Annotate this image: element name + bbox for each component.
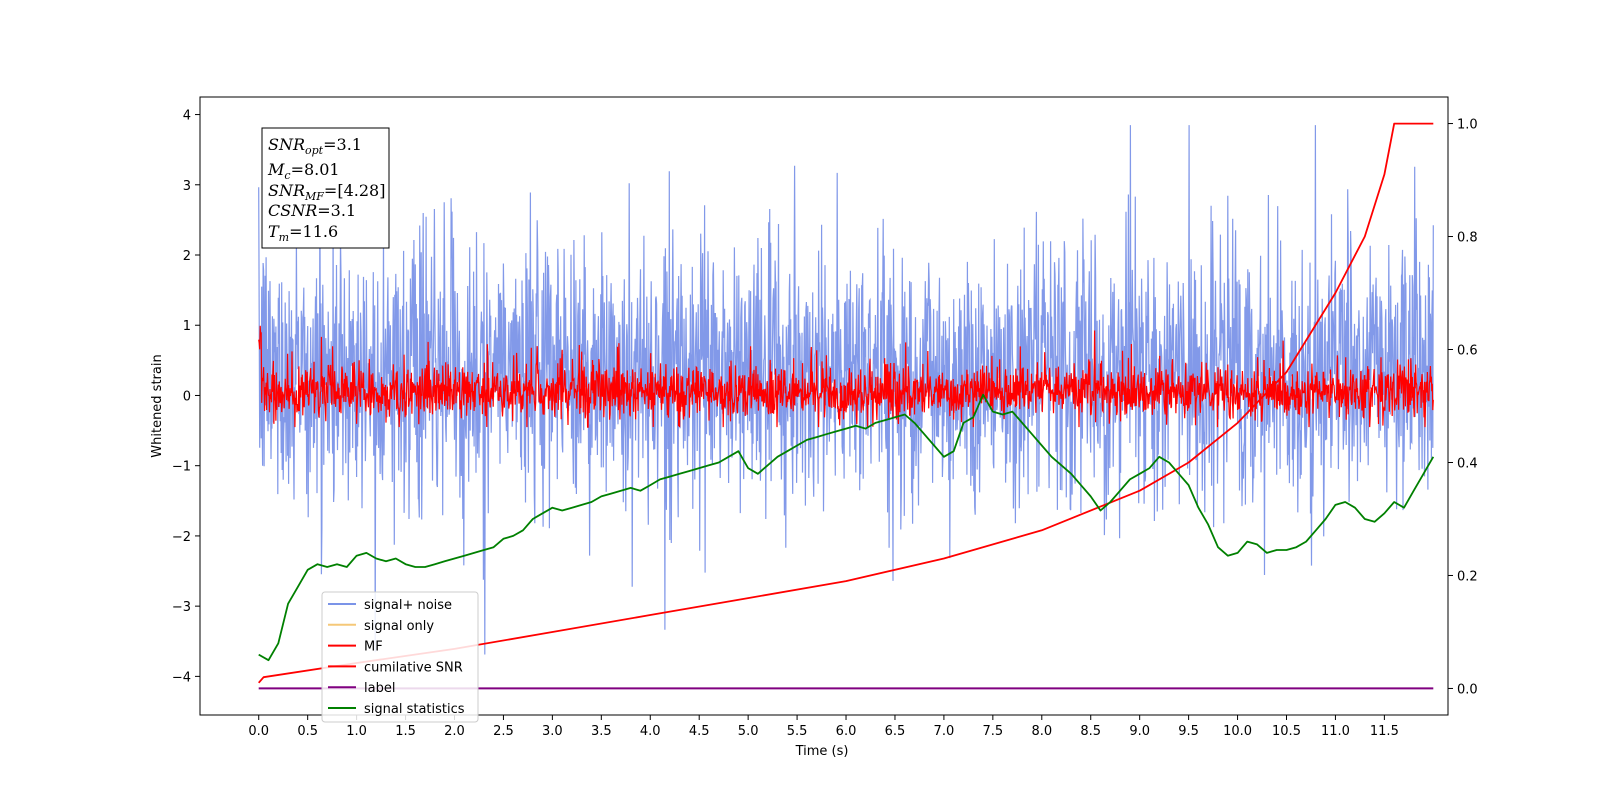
- x-tick-label: 2.0: [444, 724, 465, 739]
- x-tick-label: 1.5: [395, 724, 416, 739]
- x-tick-label: 8.0: [1031, 724, 1052, 739]
- y-left-tick-label: 0: [183, 389, 191, 404]
- info-tm: Tm=11.6: [268, 222, 338, 244]
- x-tick-label: 7.0: [934, 724, 955, 739]
- info-snr-mf: SNRMF=[4.28]: [268, 181, 385, 203]
- x-tick-label: 5.5: [787, 724, 808, 739]
- info-csnr: CSNR=3.1: [268, 201, 356, 220]
- y-axis-left: 4 3 2 1 0 −1 −2 −3 −4: [172, 109, 200, 685]
- legend-label: signal+ noise: [364, 598, 452, 613]
- y-right-tick-label: 0.6: [1457, 344, 1478, 359]
- x-tick-label: 9.0: [1129, 724, 1150, 739]
- x-tick-label: 6.0: [836, 724, 857, 739]
- x-tick-label: 11.5: [1370, 724, 1399, 739]
- legend-label: MF: [364, 640, 383, 655]
- y-right-tick-label: 0.2: [1457, 569, 1478, 584]
- x-tick-label: 8.5: [1080, 724, 1101, 739]
- y-axis-label: Whitened strain: [150, 354, 165, 457]
- x-tick-label: 9.5: [1178, 724, 1199, 739]
- x-axis-label: Time (s): [795, 744, 849, 759]
- x-tick-label: 0.5: [297, 724, 318, 739]
- series-mf: [258, 325, 1434, 428]
- legend-label: label: [364, 681, 395, 696]
- legend-label: cumilative SNR: [364, 660, 463, 675]
- info-mc: Mc=8.01: [267, 160, 340, 182]
- y-left-tick-label: −4: [172, 670, 191, 685]
- y-right-tick-label: 0.8: [1457, 231, 1478, 246]
- legend-label: signal statistics: [364, 702, 465, 717]
- x-tick-label: 10.5: [1272, 724, 1301, 739]
- legend-label: signal only: [364, 619, 434, 634]
- x-tick-label: 3.5: [591, 724, 612, 739]
- x-tick-label: 11.0: [1321, 724, 1350, 739]
- info-box-frame: [261, 127, 390, 249]
- x-axis: 0.0 0.5 1.0 1.5 2.0 2.5 3.0 3.5 4.0 4.5 5.0 5.5 6.0 6…: [248, 715, 1399, 739]
- y-axis-right: 1.0 0.8 0.6 0.4 0.2 0.0: [1448, 118, 1478, 697]
- legend: signal+ noise signal only MF cumilative SNR…: [321, 591, 479, 723]
- y-left-tick-label: 4: [183, 109, 191, 124]
- x-tick-label: 2.5: [493, 724, 514, 739]
- x-tick-label: 4.5: [689, 724, 710, 739]
- plot-frame: [199, 96, 1449, 716]
- x-tick-label: 4.0: [640, 724, 661, 739]
- x-tick-label: 3.0: [542, 724, 563, 739]
- y-right-tick-label: 0.4: [1457, 456, 1478, 471]
- x-tick-label: 7.5: [983, 724, 1004, 739]
- y-left-tick-label: 3: [183, 179, 191, 194]
- info-snr-opt: SNRopt=3.1: [268, 135, 362, 157]
- y-left-tick-label: −3: [172, 600, 191, 615]
- y-left-tick-label: 1: [183, 319, 191, 334]
- y-left-tick-label: −1: [172, 460, 191, 475]
- x-tick-label: 10.0: [1223, 724, 1252, 739]
- legend-frame: [321, 591, 479, 723]
- x-tick-label: 5.0: [738, 724, 759, 739]
- y-left-tick-label: 2: [183, 249, 191, 264]
- info-box: SNRopt=3.1 Mc=8.01 SNRMF=[4.28] CSNR=3.1…: [261, 127, 390, 249]
- y-right-tick-label: 0.0: [1457, 682, 1478, 697]
- x-tick-label: 0.0: [248, 724, 269, 739]
- x-tick-label: 1.0: [346, 724, 367, 739]
- series-signal-statistics: [258, 393, 1435, 662]
- y-left-tick-label: −2: [172, 530, 191, 545]
- x-tick-label: 6.5: [885, 724, 906, 739]
- y-right-tick-label: 1.0: [1457, 118, 1478, 133]
